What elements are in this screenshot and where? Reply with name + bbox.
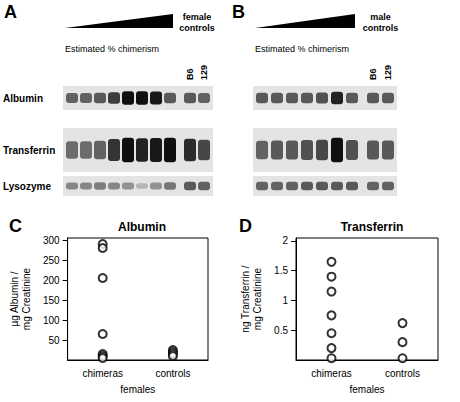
svg-text:µg Albumin /: µg Albumin /: [9, 271, 20, 326]
svg-text:50: 50: [48, 335, 60, 346]
svg-text:controls: controls: [363, 23, 399, 33]
svg-text:controls: controls: [155, 368, 190, 379]
svg-text:250: 250: [43, 255, 60, 266]
svg-text:100: 100: [43, 315, 60, 326]
svg-text:200: 200: [43, 275, 60, 286]
svg-text:Lysozyme: Lysozyme: [3, 181, 51, 192]
svg-text:B6: B6: [368, 68, 378, 80]
svg-text:female: female: [183, 12, 212, 22]
svg-text:Albumin: Albumin: [3, 93, 43, 104]
svg-text:chimeras: chimeras: [82, 368, 123, 379]
svg-text:Albumin: Albumin: [118, 220, 166, 234]
svg-text:controls: controls: [179, 23, 215, 33]
svg-text:male: male: [370, 12, 391, 22]
svg-text:1: 1: [282, 295, 288, 306]
svg-text:1.5: 1.5: [274, 265, 288, 276]
svg-text:B: B: [232, 2, 245, 22]
svg-text:Estimated % chimerism: Estimated % chimerism: [65, 44, 159, 54]
svg-text:chimeras: chimeras: [311, 368, 352, 379]
svg-text:controls: controls: [385, 368, 420, 379]
svg-text:females: females: [120, 384, 155, 395]
svg-text:150: 150: [43, 295, 60, 306]
svg-text:129: 129: [383, 65, 393, 80]
svg-text:Estimated % chimerism: Estimated % chimerism: [255, 44, 349, 54]
svg-text:mg Creatinine: mg Creatinine: [252, 267, 263, 330]
svg-text:2: 2: [282, 235, 288, 246]
svg-text:129: 129: [199, 65, 209, 80]
svg-text:A: A: [4, 2, 17, 22]
svg-text:B6: B6: [185, 68, 195, 80]
svg-text:mg Creatinine: mg Creatinine: [21, 267, 32, 330]
svg-text:300: 300: [43, 235, 60, 246]
svg-text:C: C: [9, 216, 22, 236]
svg-text:Transferrin: Transferrin: [341, 220, 404, 234]
svg-text:ng Transferrin /: ng Transferrin /: [240, 265, 251, 332]
svg-text:D: D: [239, 216, 252, 236]
svg-text:0.5: 0.5: [274, 325, 288, 336]
svg-text:Transferrin: Transferrin: [3, 145, 55, 156]
svg-text:females: females: [349, 384, 384, 395]
